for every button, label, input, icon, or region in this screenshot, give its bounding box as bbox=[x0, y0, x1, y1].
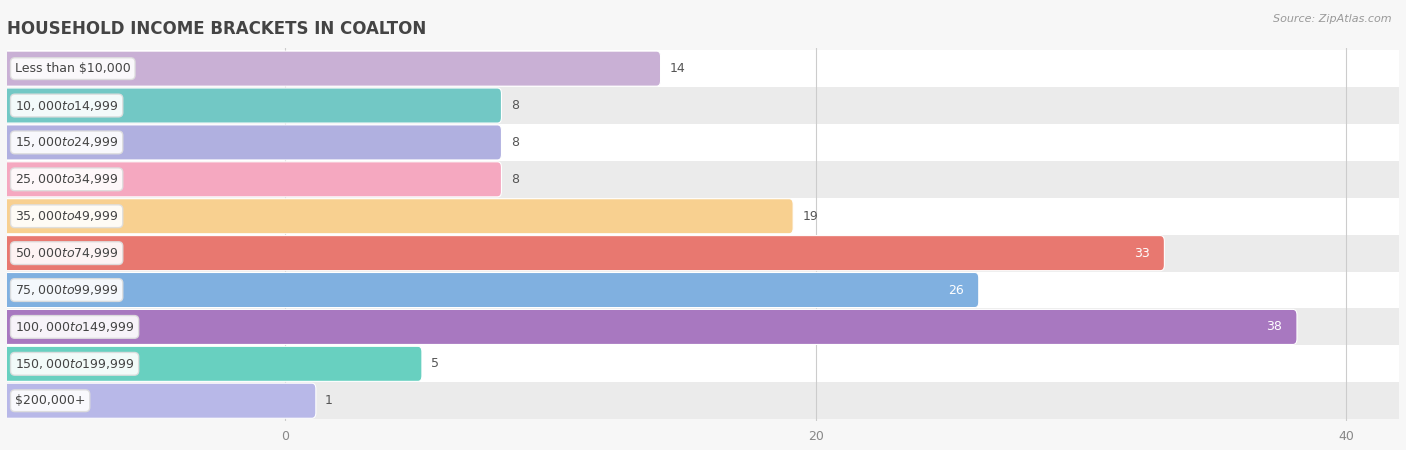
Text: Less than $10,000: Less than $10,000 bbox=[15, 62, 131, 75]
Text: 8: 8 bbox=[510, 173, 519, 186]
FancyBboxPatch shape bbox=[7, 87, 1399, 124]
Text: $25,000 to $34,999: $25,000 to $34,999 bbox=[15, 172, 118, 186]
FancyBboxPatch shape bbox=[3, 51, 661, 86]
FancyBboxPatch shape bbox=[3, 383, 316, 418]
FancyBboxPatch shape bbox=[7, 272, 1399, 309]
Text: $10,000 to $14,999: $10,000 to $14,999 bbox=[15, 99, 118, 112]
Text: $200,000+: $200,000+ bbox=[15, 394, 86, 407]
FancyBboxPatch shape bbox=[3, 346, 422, 381]
FancyBboxPatch shape bbox=[3, 125, 502, 160]
FancyBboxPatch shape bbox=[3, 199, 793, 234]
FancyBboxPatch shape bbox=[7, 235, 1399, 272]
Text: HOUSEHOLD INCOME BRACKETS IN COALTON: HOUSEHOLD INCOME BRACKETS IN COALTON bbox=[7, 20, 426, 38]
FancyBboxPatch shape bbox=[7, 124, 1399, 161]
FancyBboxPatch shape bbox=[7, 382, 1399, 419]
Text: $75,000 to $99,999: $75,000 to $99,999 bbox=[15, 283, 118, 297]
Text: $15,000 to $24,999: $15,000 to $24,999 bbox=[15, 135, 118, 149]
Text: 33: 33 bbox=[1135, 247, 1150, 260]
Text: Source: ZipAtlas.com: Source: ZipAtlas.com bbox=[1274, 14, 1392, 23]
FancyBboxPatch shape bbox=[7, 346, 1399, 382]
Text: $150,000 to $199,999: $150,000 to $199,999 bbox=[15, 357, 135, 371]
Text: 38: 38 bbox=[1267, 320, 1282, 333]
FancyBboxPatch shape bbox=[3, 162, 502, 197]
Text: $100,000 to $149,999: $100,000 to $149,999 bbox=[15, 320, 135, 334]
FancyBboxPatch shape bbox=[7, 309, 1399, 346]
Text: $50,000 to $74,999: $50,000 to $74,999 bbox=[15, 246, 118, 260]
Text: 14: 14 bbox=[669, 62, 686, 75]
FancyBboxPatch shape bbox=[7, 50, 1399, 87]
FancyBboxPatch shape bbox=[7, 198, 1399, 235]
FancyBboxPatch shape bbox=[3, 273, 979, 307]
Text: 19: 19 bbox=[803, 210, 818, 223]
Text: 8: 8 bbox=[510, 99, 519, 112]
FancyBboxPatch shape bbox=[3, 88, 502, 123]
FancyBboxPatch shape bbox=[3, 236, 1164, 270]
Text: 1: 1 bbox=[325, 394, 333, 407]
FancyBboxPatch shape bbox=[3, 310, 1296, 344]
Text: $35,000 to $49,999: $35,000 to $49,999 bbox=[15, 209, 118, 223]
Text: 26: 26 bbox=[949, 284, 965, 297]
Text: 5: 5 bbox=[432, 357, 439, 370]
Text: 8: 8 bbox=[510, 136, 519, 149]
FancyBboxPatch shape bbox=[7, 161, 1399, 198]
